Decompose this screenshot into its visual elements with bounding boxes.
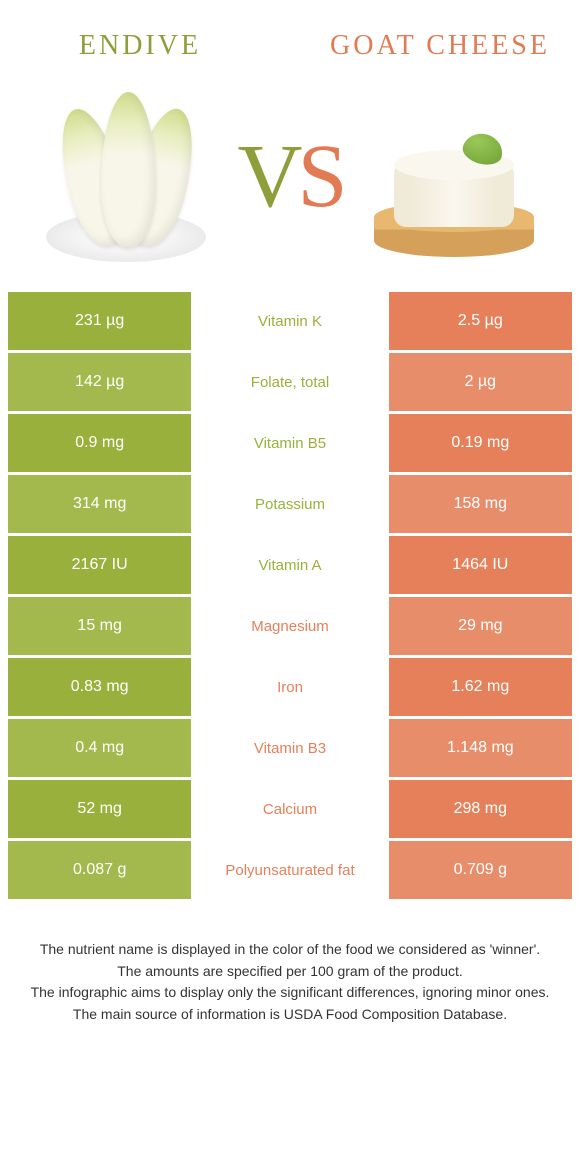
right-value: 2 µg bbox=[389, 353, 572, 411]
table-row: 0.4 mgVitamin B31.148 mg bbox=[8, 719, 572, 777]
left-value: 231 µg bbox=[8, 292, 191, 350]
table-row: 0.087 gPolyunsaturated fat0.709 g bbox=[8, 841, 572, 899]
goat-cheese-icon bbox=[369, 92, 539, 262]
nutrient-name: Vitamin K bbox=[194, 292, 385, 350]
table-row: 0.83 mgIron1.62 mg bbox=[8, 658, 572, 716]
table-row: 142 µgFolate, total2 µg bbox=[8, 353, 572, 411]
left-value: 2167 IU bbox=[8, 536, 191, 594]
nutrient-name: Iron bbox=[194, 658, 385, 716]
left-food-title: ENDIVE bbox=[20, 30, 260, 62]
right-value: 1.148 mg bbox=[389, 719, 572, 777]
left-value: 142 µg bbox=[8, 353, 191, 411]
left-value: 0.9 mg bbox=[8, 414, 191, 472]
nutrient-table: 231 µgVitamin K2.5 µg142 µgFolate, total… bbox=[0, 292, 580, 899]
left-value: 314 mg bbox=[8, 475, 191, 533]
right-value: 158 mg bbox=[389, 475, 572, 533]
nutrient-name: Potassium bbox=[194, 475, 385, 533]
right-food-image bbox=[348, 82, 560, 272]
table-row: 15 mgMagnesium29 mg bbox=[8, 597, 572, 655]
nutrient-name: Vitamin A bbox=[194, 536, 385, 594]
right-value: 1464 IU bbox=[389, 536, 572, 594]
table-row: 231 µgVitamin K2.5 µg bbox=[8, 292, 572, 350]
nutrient-name: Polyunsaturated fat bbox=[194, 841, 385, 899]
table-row: 52 mgCalcium298 mg bbox=[8, 780, 572, 838]
footnote-line: The main source of information is USDA F… bbox=[30, 1004, 550, 1026]
nutrient-name: Vitamin B5 bbox=[194, 414, 385, 472]
right-value: 29 mg bbox=[389, 597, 572, 655]
right-value: 0.19 mg bbox=[389, 414, 572, 472]
right-value: 1.62 mg bbox=[389, 658, 572, 716]
left-food-image bbox=[20, 82, 232, 272]
footnote-text: The nutrient name is displayed in the co… bbox=[0, 899, 580, 1046]
nutrient-name: Calcium bbox=[194, 780, 385, 838]
vs-v: V bbox=[237, 127, 297, 226]
left-value: 0.4 mg bbox=[8, 719, 191, 777]
nutrient-name: Magnesium bbox=[194, 597, 385, 655]
vs-s: S bbox=[297, 127, 342, 226]
right-food-title: GOAT CHEESE bbox=[320, 31, 560, 62]
nutrient-name: Vitamin B3 bbox=[194, 719, 385, 777]
footnote-line: The amounts are specified per 100 gram o… bbox=[30, 961, 550, 983]
right-value: 298 mg bbox=[389, 780, 572, 838]
table-row: 314 mgPotassium158 mg bbox=[8, 475, 572, 533]
infographic-container: ENDIVE GOAT CHEESE VS bbox=[0, 0, 580, 1174]
vs-label: VS bbox=[232, 132, 347, 222]
title-row: ENDIVE GOAT CHEESE bbox=[0, 0, 580, 72]
table-row: 0.9 mgVitamin B50.19 mg bbox=[8, 414, 572, 472]
left-value: 52 mg bbox=[8, 780, 191, 838]
right-value: 0.709 g bbox=[389, 841, 572, 899]
endive-icon bbox=[46, 92, 206, 262]
nutrient-name: Folate, total bbox=[194, 353, 385, 411]
right-value: 2.5 µg bbox=[389, 292, 572, 350]
table-row: 2167 IUVitamin A1464 IU bbox=[8, 536, 572, 594]
left-value: 15 mg bbox=[8, 597, 191, 655]
left-value: 0.83 mg bbox=[8, 658, 191, 716]
image-row: VS bbox=[0, 72, 580, 292]
footnote-line: The nutrient name is displayed in the co… bbox=[30, 939, 550, 961]
left-value: 0.087 g bbox=[8, 841, 191, 899]
footnote-line: The infographic aims to display only the… bbox=[30, 982, 550, 1004]
